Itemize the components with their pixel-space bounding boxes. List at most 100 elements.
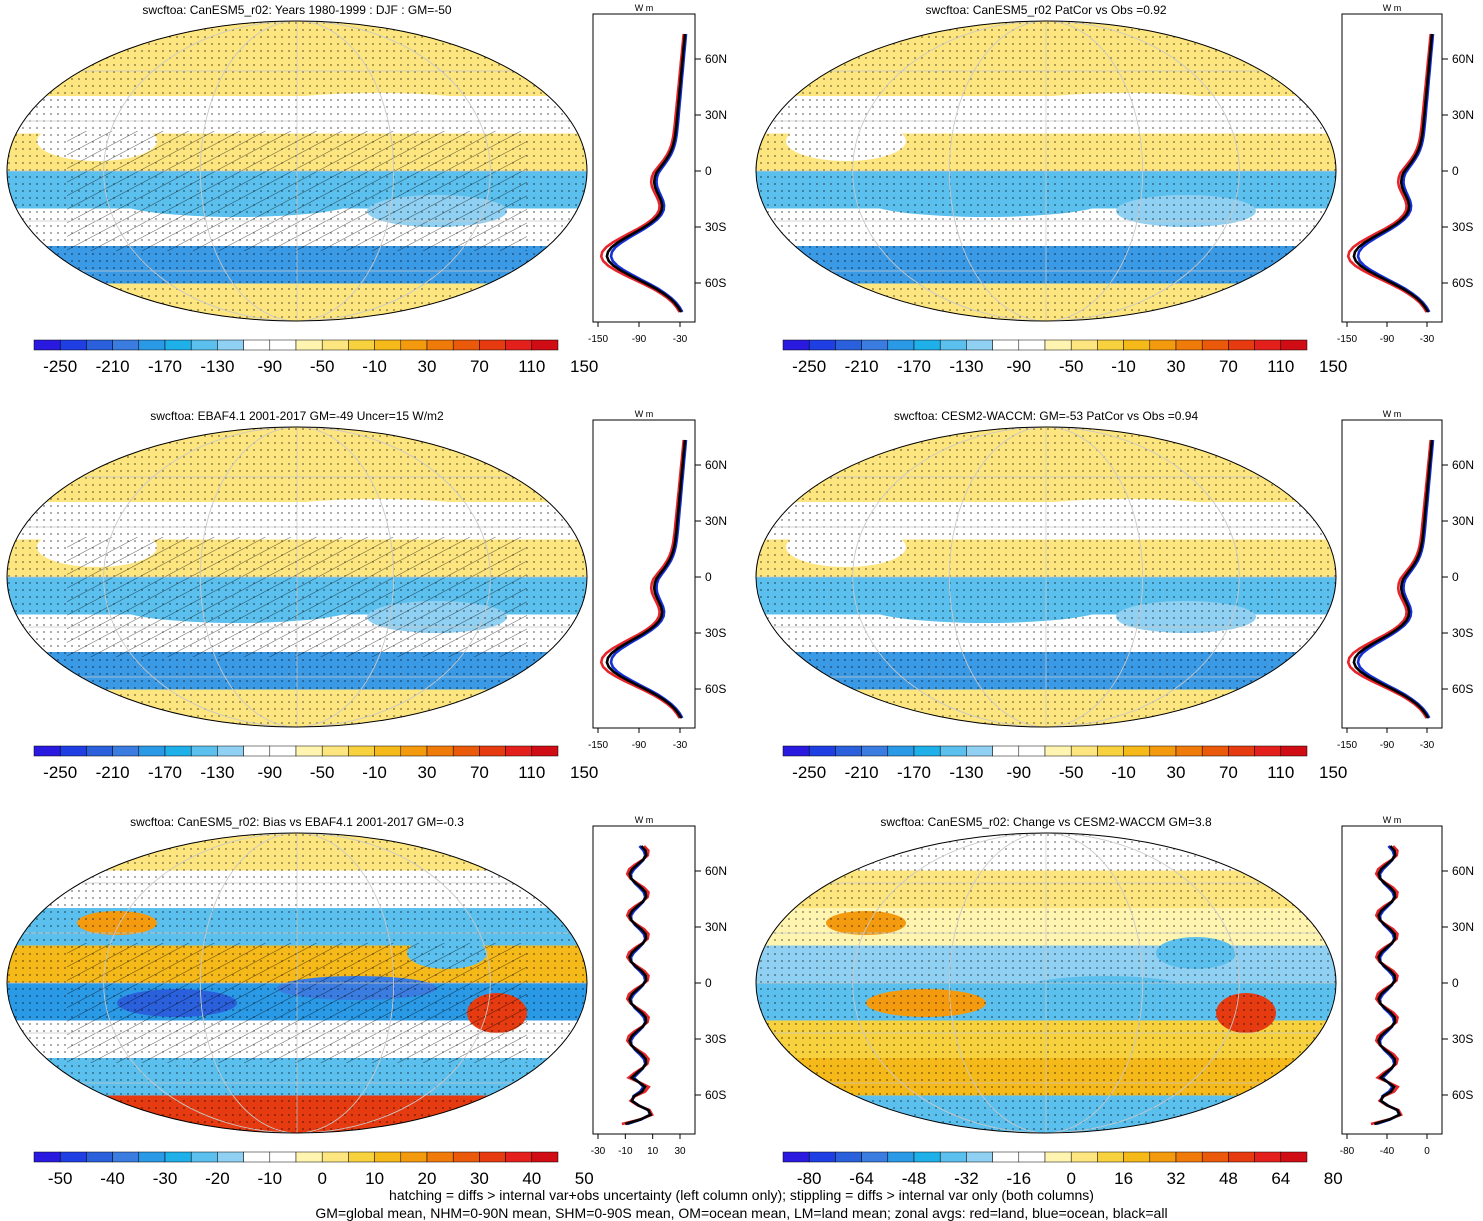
zonal-x-label: -90 (1380, 740, 1395, 751)
colorbar-label: -130 (200, 763, 234, 782)
colorbar-box (966, 745, 993, 757)
colorbar-box (295, 339, 323, 351)
colorbar-box (808, 1151, 836, 1163)
zonal-x-label: -30 (1420, 334, 1435, 345)
zonal-curve-land (599, 33, 685, 313)
colorbar-box (1149, 745, 1177, 757)
map-outline (6, 20, 588, 322)
colorbar-box (138, 1151, 166, 1163)
zonal-x-label: -30 (1420, 740, 1435, 751)
zonal-x-label: -150 (588, 740, 608, 751)
panel-svg: swcftoa: CanESM5_r02: Bias vs EBAF4.1 20… (6, 815, 727, 1188)
colorbar-label: -210 (845, 763, 879, 782)
panel-canesm5-patcor: swcftoa: CanESM5_r02 PatCor vs Obs =0.92… (745, 0, 1483, 380)
colorbar-label: 20 (418, 1169, 437, 1188)
lat-label: 60S (1452, 276, 1473, 290)
colorbar-box (1044, 745, 1072, 757)
colorbar-box (348, 339, 375, 351)
colorbar-label: -10 (362, 763, 387, 782)
colorbar-box (33, 745, 61, 757)
zonal-units: W m (1383, 815, 1402, 825)
colorbar-box (190, 339, 218, 351)
zonal-frame (1341, 419, 1443, 729)
colorbar-label: -90 (258, 357, 283, 376)
colorbar-box (374, 1151, 402, 1163)
colorbar-box (782, 1151, 810, 1163)
colorbar-box (33, 339, 61, 351)
colorbar-box (1018, 1151, 1046, 1163)
lat-label: 30N (705, 920, 727, 934)
colorbar-box (1280, 1151, 1308, 1163)
colorbar-label: 150 (1319, 357, 1347, 376)
panel-svg: swcftoa: CanESM5_r02 PatCor vs Obs =0.92… (755, 3, 1474, 376)
colorbar-box (1175, 1151, 1203, 1163)
lat-label: 0 (1452, 570, 1459, 584)
panel-change: swcftoa: CanESM5_r02: Change vs CESM2-WA… (745, 812, 1483, 1188)
colorbar-box (1254, 1151, 1282, 1163)
colorbar-box (295, 1151, 323, 1163)
zonal-x-label: -150 (588, 334, 608, 345)
zonal-curve-all (605, 33, 687, 313)
lat-label: 60S (705, 1088, 726, 1102)
colorbar-label: 48 (1219, 1169, 1238, 1188)
colorbar-box (1228, 1151, 1255, 1163)
colorbar-box (452, 339, 480, 351)
panel-canesm5-climatology: swcftoa: CanESM5_r02: Years 1980-1999 : … (0, 0, 745, 380)
lat-label: 60N (705, 458, 727, 472)
colorbar-label: 10 (365, 1169, 384, 1188)
colorbar-box (861, 745, 889, 757)
colorbar-box (1254, 745, 1282, 757)
map-title: swcftoa: CanESM5_r02: Years 1980-1999 : … (142, 3, 451, 17)
colorbar-label: 110 (518, 763, 545, 782)
zonal-curve-all (1352, 439, 1434, 719)
zonal-frame (592, 825, 696, 1135)
colorbar-label: 110 (518, 357, 545, 376)
colorbar-box (1228, 339, 1255, 351)
lat-label: 30S (1452, 626, 1473, 640)
zonal-x-label: 10 (647, 1146, 659, 1157)
map-field (756, 833, 1336, 1133)
colorbar-box (112, 339, 140, 351)
colorbar-box (1201, 1151, 1229, 1163)
colorbar-label: 30 (418, 763, 437, 782)
colorbar-label: -170 (148, 763, 182, 782)
colorbar-box (269, 745, 297, 757)
lat-label: 60S (1452, 682, 1473, 696)
lat-label: 60S (705, 682, 726, 696)
colorbar-box (1123, 1151, 1151, 1163)
zonal-x-label: 0 (1424, 1146, 1430, 1157)
lat-label: 60N (1452, 52, 1474, 66)
colorbar-label: 110 (1267, 357, 1294, 376)
colorbar-box (295, 745, 323, 757)
zonal-x-label: -10 (618, 1146, 633, 1157)
colorbar-box (1175, 745, 1203, 757)
colorbar-box (217, 745, 244, 757)
colorbar-box (1149, 1151, 1177, 1163)
colorbar-box (479, 339, 506, 351)
colorbar-label: -16 (1007, 1169, 1032, 1188)
colorbar-box (782, 339, 810, 351)
map-field (756, 21, 1336, 321)
colorbar-box (452, 745, 480, 757)
colorbar-label: 30 (1167, 357, 1186, 376)
colorbar-label: -250 (792, 763, 826, 782)
lat-label: 30S (705, 1032, 726, 1046)
lat-label: 0 (1452, 164, 1459, 178)
colorbar-box (243, 1151, 271, 1163)
colorbar-box (374, 745, 402, 757)
lat-label: 30S (705, 626, 726, 640)
footer-line-2: GM=global mean, NHM=0-90N mean, SHM=0-90… (315, 1205, 1168, 1221)
zonal-curve-all (1373, 845, 1402, 1126)
colorbar-label: -210 (96, 357, 130, 376)
zonal-x-label: -30 (673, 334, 688, 345)
colorbar-box (1228, 745, 1255, 757)
zonal-frame (592, 419, 696, 729)
map-outline (755, 20, 1337, 322)
colorbar-box (1018, 745, 1046, 757)
lat-label: 30S (705, 220, 726, 234)
colorbar-box (939, 745, 967, 757)
colorbar-label: -130 (949, 763, 983, 782)
colorbar-box (1123, 339, 1151, 351)
colorbar-box (400, 339, 428, 351)
colorbar-label: -20 (205, 1169, 230, 1188)
